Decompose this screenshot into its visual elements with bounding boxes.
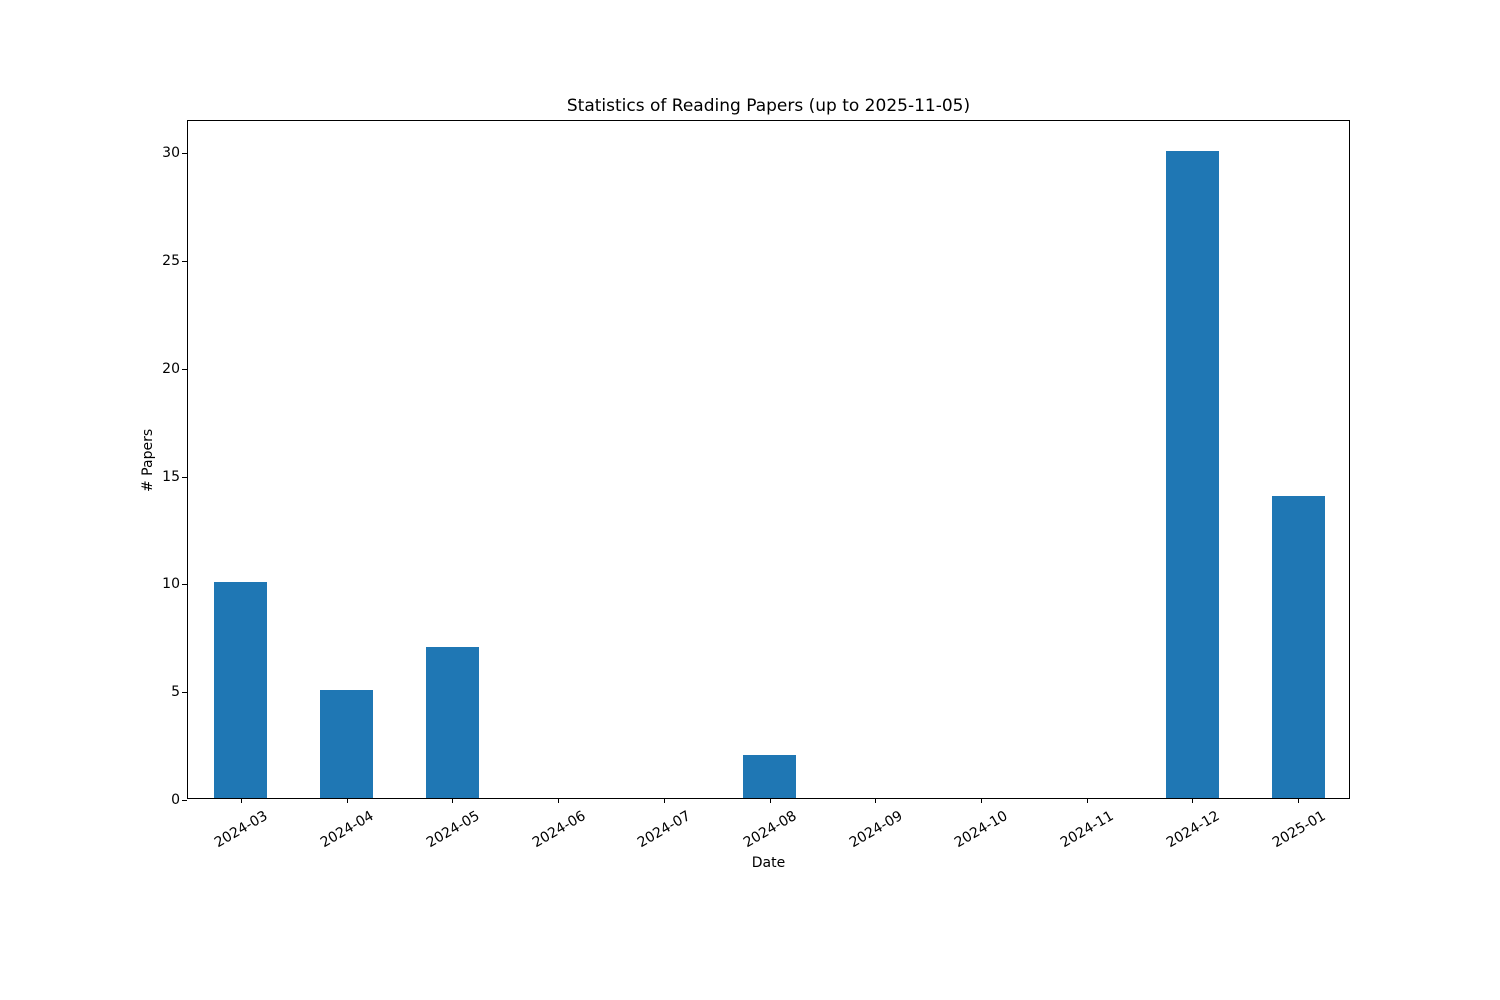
x-tick-label: 2024-06 (529, 808, 589, 852)
y-tick-mark (182, 692, 187, 694)
x-tick-mark (875, 798, 877, 803)
x-tick-mark (980, 798, 982, 803)
y-tick-label: 20 (162, 360, 180, 377)
x-tick-label: 2024-04 (317, 808, 377, 852)
bar-2024-08 (743, 754, 796, 798)
x-tick-label: 2024-03 (212, 808, 271, 852)
y-tick-mark (182, 476, 187, 478)
x-tick-label: 2024-11 (1058, 808, 1117, 852)
x-tick-label: 2024-09 (846, 808, 906, 852)
x-tick-mark (240, 798, 242, 803)
x-tick-mark (663, 798, 665, 803)
x-tick-mark (1298, 798, 1300, 803)
plot-area: Statistics of Reading Papers (up to 2025… (140, 96, 1350, 871)
y-tick-label: 30 (162, 145, 180, 162)
x-tick-label: 2024-08 (740, 808, 800, 852)
bar-2024-04 (320, 690, 374, 798)
y-tick-label: 10 (162, 576, 180, 593)
x-tick-label: 2024-10 (952, 808, 1011, 852)
bar-2024-03 (214, 582, 268, 798)
y-tick-label: 25 (162, 253, 180, 270)
chart-title: Statistics of Reading Papers (up to 2025… (566, 96, 971, 116)
x-axis-label: Date (751, 855, 786, 871)
x-tick-label: 2024-07 (635, 808, 694, 852)
bar-2024-12 (1165, 151, 1219, 798)
bar-2025-01 (1271, 496, 1325, 798)
x-tick-mark (346, 798, 348, 803)
x-tick-mark (769, 798, 771, 803)
y-tick-label: 15 (162, 468, 180, 485)
y-tick-mark (182, 153, 187, 155)
y-tick-mark (182, 584, 187, 586)
x-tick-mark (558, 798, 560, 803)
y-tick-label: 0 (171, 792, 180, 808)
x-tick-mark (1086, 798, 1088, 803)
x-tick-mark (452, 798, 454, 803)
x-tick-mark (1192, 798, 1194, 803)
y-tick-mark (182, 368, 187, 370)
x-tick-label: 2025-01 (1269, 808, 1329, 852)
x-tick-label: 2024-05 (423, 808, 483, 852)
y-tick-mark (182, 261, 187, 263)
x-tick-label: 2024-12 (1163, 808, 1223, 852)
y-tick-label: 5 (171, 684, 180, 701)
y-tick-mark (182, 800, 187, 801)
bar-2024-05 (425, 647, 479, 798)
